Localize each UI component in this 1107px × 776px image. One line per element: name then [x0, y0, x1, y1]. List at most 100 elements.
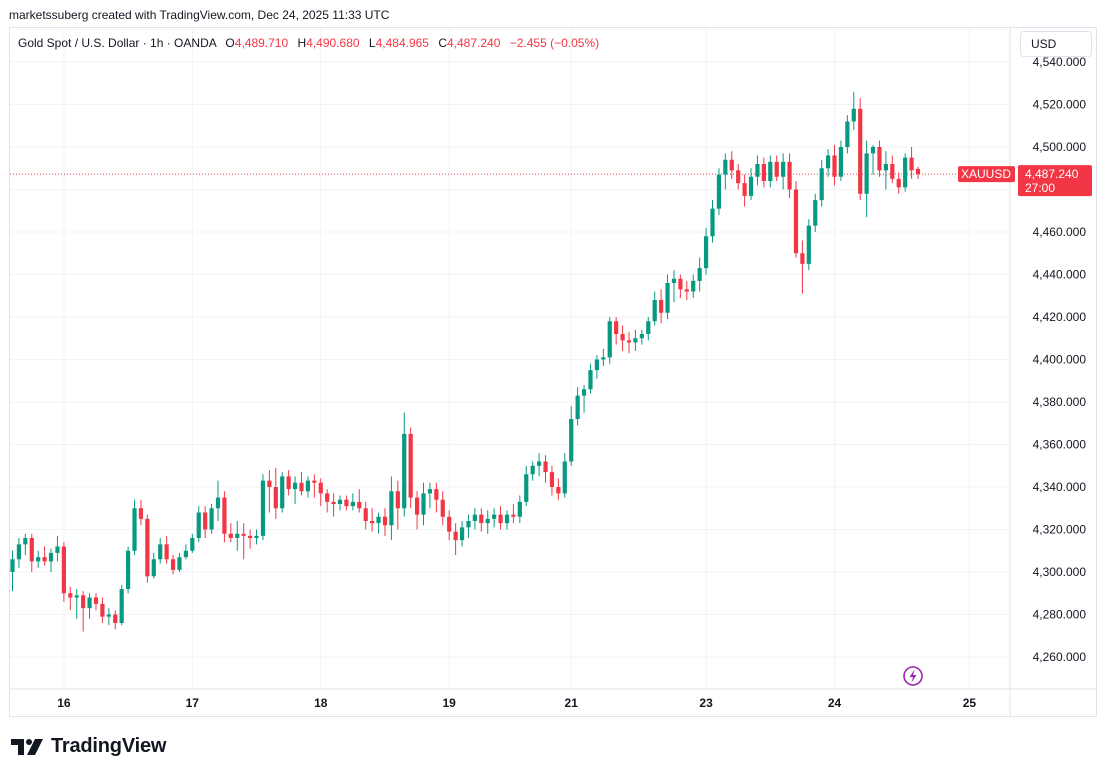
candle-body [299, 482, 304, 492]
tradingview-logo-text: TradingView [51, 735, 167, 757]
candle-body [748, 176, 754, 196]
candle-body [858, 108, 863, 194]
candle-body [723, 159, 728, 175]
candle-body [434, 489, 439, 500]
candle-body [825, 155, 831, 169]
candle-body [697, 268, 702, 281]
candle [235, 521, 240, 551]
candle-body [228, 533, 233, 538]
candle-body [890, 164, 895, 179]
symbol-tag-label: XAUUSD [961, 167, 1011, 181]
candle-body [305, 480, 311, 492]
candle [440, 491, 445, 526]
candle-body [845, 121, 850, 147]
candle [81, 591, 86, 632]
candle-body [382, 516, 388, 526]
currency-button[interactable]: USD [1020, 31, 1092, 57]
candle [639, 329, 644, 345]
candle [678, 274, 683, 298]
candle [228, 523, 233, 543]
candle-body [267, 480, 272, 487]
x-tick-label: 17 [186, 696, 200, 710]
candle-body [331, 501, 336, 504]
low-value: 4,484.965 [375, 36, 429, 50]
candle-body [421, 493, 426, 515]
candle [511, 504, 516, 524]
candle [273, 467, 278, 519]
candle-body [684, 289, 689, 292]
candle-body [793, 189, 799, 254]
candle-body [55, 546, 60, 553]
candle [787, 153, 792, 198]
candle-body [100, 603, 105, 617]
candle-body [877, 147, 882, 171]
candle [581, 385, 587, 413]
candle [68, 586, 73, 611]
candle-body [235, 533, 240, 538]
candle-body [581, 389, 587, 396]
candle [723, 153, 728, 190]
candle [466, 514, 471, 538]
candle-body [61, 546, 66, 594]
candle [620, 325, 625, 351]
candle-body [170, 559, 176, 570]
y-tick-label: 4,520.000 [1033, 98, 1087, 112]
candle [530, 461, 535, 481]
candle [299, 472, 304, 496]
candle-body [607, 321, 612, 358]
candle-body [485, 518, 490, 524]
candle-body [260, 480, 266, 536]
candle [858, 98, 863, 201]
y-tick-label: 4,360.000 [1033, 438, 1087, 452]
candle-body [466, 521, 471, 528]
candle [793, 181, 799, 258]
candle [832, 144, 837, 186]
candle [36, 550, 41, 568]
candle-body [800, 253, 805, 264]
candle-body [209, 508, 214, 530]
candle [138, 499, 144, 526]
candle [447, 510, 452, 541]
candle [305, 476, 311, 498]
candle-body [716, 174, 722, 209]
candle [248, 529, 253, 549]
candle-body [10, 559, 15, 572]
candle-body [755, 164, 760, 177]
flash-icon[interactable] [903, 666, 923, 686]
candle-body [729, 159, 734, 171]
price-tag [1018, 165, 1092, 197]
candle-body [440, 499, 445, 517]
candle [434, 482, 439, 513]
candle [697, 257, 702, 292]
candle [74, 589, 79, 619]
candle [870, 144, 876, 175]
candle-body [678, 278, 683, 290]
candle-body [659, 300, 664, 313]
symbol-title: Gold Spot / U.S. Dollar · 1h · OANDA [18, 36, 217, 50]
high-value: 4,490.680 [306, 36, 360, 50]
candle [100, 597, 105, 623]
open-label: O [225, 36, 235, 50]
candle [569, 406, 574, 466]
symbol-tag [958, 166, 1015, 183]
candle [344, 495, 349, 511]
candle [819, 159, 824, 207]
candle [16, 538, 22, 568]
candle-body [549, 472, 555, 487]
candle [203, 506, 208, 538]
candle [370, 508, 375, 532]
candle-body [787, 161, 792, 190]
candle [286, 470, 291, 496]
y-tick-label: 4,400.000 [1033, 353, 1087, 367]
candle-body [447, 516, 452, 532]
candle [196, 506, 201, 543]
open-value: 4,489.710 [234, 36, 289, 50]
tradingview-logo[interactable]: TradingView [11, 735, 166, 758]
x-tick-label: 16 [57, 696, 71, 710]
candle [318, 478, 323, 507]
candle [729, 151, 734, 179]
candle-body [23, 538, 28, 545]
candle [93, 593, 99, 611]
